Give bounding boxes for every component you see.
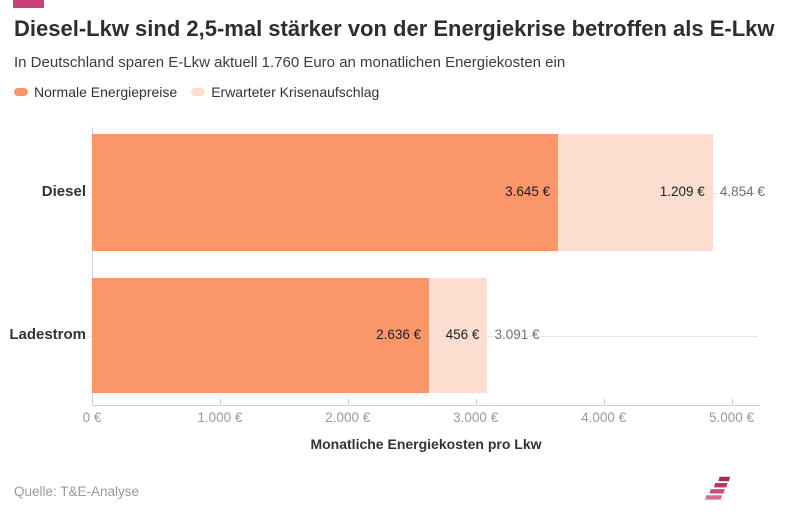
x-axis-tick-label: 4.000 € [581, 410, 627, 425]
bar-total-label: 3.091 € [494, 326, 540, 342]
x-axis-line [92, 405, 760, 406]
bar-value-label: 3.645 € [505, 183, 551, 199]
te-logo [705, 476, 731, 500]
x-axis-tick [475, 399, 477, 405]
x-axis-tick [92, 399, 93, 405]
category-label-ladestrom: Ladestrom [9, 325, 86, 343]
legend-label: Normale Energiepreise [34, 84, 178, 100]
category-label-diesel: Diesel [41, 182, 86, 200]
bar-segment-normal [92, 134, 559, 251]
x-axis-tick-label: 1.000 € [197, 410, 243, 425]
chart-title: Diesel-Lkw sind 2,5-mal stärker von der … [14, 16, 775, 41]
legend: Normale Energiepreise Erwarteter Krisena… [14, 84, 379, 100]
legend-label: Erwarteter Krisenaufschlag [211, 84, 380, 100]
bar-segment-surcharge [429, 278, 488, 393]
x-axis-tick [731, 399, 733, 405]
source-note: Quelle: T&E-Analyse [14, 484, 140, 499]
x-axis-tick [603, 399, 605, 405]
logo-speed-stripes-icon [705, 476, 731, 500]
x-axis-tick-label: 2.000 € [325, 410, 371, 425]
legend-swatch-orange [14, 88, 28, 96]
x-axis-tick [347, 399, 349, 405]
bar-segment-surcharge [558, 134, 713, 251]
legend-item-normale-energiepreise: Normale Energiepreise [14, 84, 177, 100]
bar-segment-normal [92, 278, 430, 393]
bar-value-label: 2.636 € [376, 326, 422, 342]
x-axis-tick-label: 3.000 € [453, 410, 499, 425]
x-axis-tick [219, 399, 221, 405]
bar-value-label: 1.209 € [659, 183, 705, 199]
y-axis-line [92, 127, 93, 405]
bar-value-label: 456 € [445, 326, 480, 342]
bar-total-label: 4.854 € [719, 183, 765, 199]
legend-item-erwarteter-krisenaufschlag: Erwarteter Krisenaufschlag [191, 84, 379, 100]
x-axis-title: Monatliche Energiekosten pro Lkw [310, 436, 542, 452]
x-axis-tick-label: 5.000 € [708, 410, 755, 425]
legend-swatch-pink [191, 88, 206, 96]
x-axis-tick-label: 0 € [82, 410, 102, 425]
chart-subtitle: In Deutschland sparen E-Lkw aktuell 1.76… [14, 54, 566, 71]
brand-accent-badge [13, 0, 44, 8]
